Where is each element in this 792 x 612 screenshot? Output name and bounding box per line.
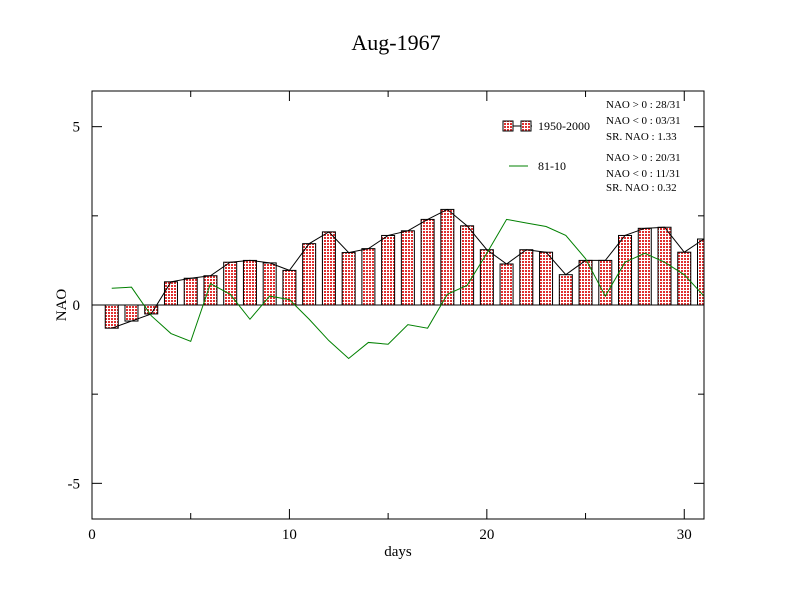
- bar-day-28: [637, 227, 652, 306]
- x-axis-label: days: [384, 544, 412, 560]
- stat-group1-line1: NAO > 0 : 28/31: [606, 99, 681, 111]
- legend-swatch-left: [502, 120, 514, 132]
- bar-day-11: [302, 243, 317, 306]
- bar-day-20: [479, 249, 494, 306]
- bar-day-14: [361, 248, 376, 306]
- x-tick-label-0: 0: [88, 527, 96, 543]
- legend-swatch-right: [520, 120, 532, 132]
- x-tick-label-10: 10: [282, 527, 297, 543]
- legend: 1950-2000 81-10: [502, 119, 590, 173]
- stat-group1-line3: SR. NAO : 1.33: [606, 131, 677, 143]
- bar-day-5: [183, 277, 198, 306]
- legend-label-1950-2000: 1950-2000: [538, 119, 590, 133]
- bars-group: [104, 208, 705, 329]
- y-axis-label: NAO: [54, 289, 70, 322]
- bar-day-7: [223, 261, 238, 306]
- series-line-81-10: [111, 218, 705, 360]
- stats-block: NAO > 0 : 28/31 NAO < 0 : 03/31 SR. NAO …: [606, 99, 681, 194]
- bar-day-4: [163, 281, 178, 306]
- series-line-1950-2000: [111, 208, 705, 329]
- lines-group: [92, 208, 705, 360]
- stat-group2-line2: NAO < 0 : 11/31: [606, 168, 680, 180]
- bar-day-9: [262, 262, 277, 306]
- y-tick-label--5: -5: [68, 476, 81, 492]
- bar-day-15: [381, 234, 396, 306]
- y-tick-label-0: 0: [73, 298, 81, 314]
- bar-day-19: [460, 225, 475, 306]
- y-tick-label-5: 5: [73, 120, 81, 136]
- stat-group2-line3: SR. NAO : 0.32: [606, 182, 677, 194]
- bar-day-1: [104, 304, 119, 329]
- stat-group1-line2: NAO < 0 : 03/31: [606, 115, 681, 127]
- stat-group2-line1: NAO > 0 : 20/31: [606, 152, 681, 164]
- bar-day-6: [203, 275, 218, 306]
- chart-title: Aug-1967: [351, 30, 440, 55]
- bar-day-16: [400, 230, 415, 306]
- bar-day-18: [440, 208, 455, 306]
- bar-day-23: [539, 251, 554, 306]
- bar-day-17: [420, 218, 435, 306]
- x-tick-label-30: 30: [677, 527, 692, 543]
- bar-day-30: [677, 251, 692, 306]
- bar-day-12: [321, 231, 336, 306]
- bar-day-26: [598, 259, 613, 306]
- bar-day-2: [124, 304, 139, 322]
- axis-ticks: 0 10 20 30 -5 0 5: [68, 91, 704, 543]
- bar-day-24: [558, 274, 573, 306]
- bar-day-21: [499, 263, 514, 306]
- bar-day-22: [519, 249, 534, 306]
- x-tick-label-20: 20: [479, 527, 494, 543]
- legend-label-81-10: 81-10: [538, 159, 566, 173]
- bar-day-8: [242, 259, 257, 306]
- bar-day-13: [341, 252, 356, 306]
- bar-day-29: [657, 226, 672, 306]
